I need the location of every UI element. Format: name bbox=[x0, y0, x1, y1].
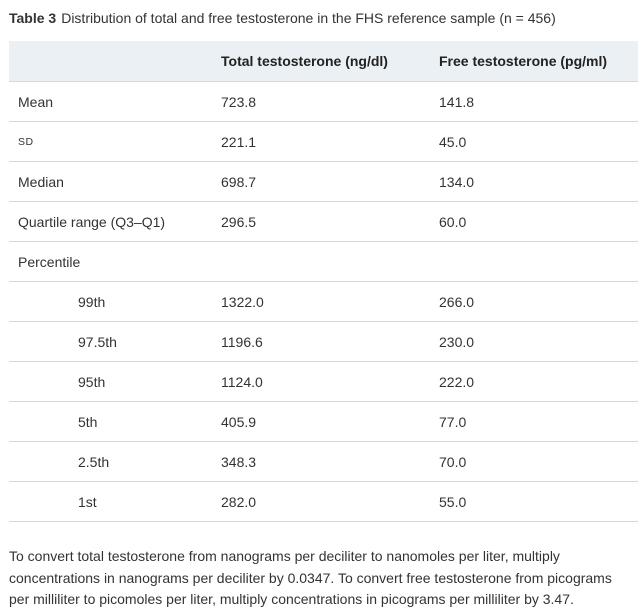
total-value: 282.0 bbox=[211, 481, 439, 522]
free-value: 77.0 bbox=[439, 401, 638, 442]
table-row: 97.5th 1196.6 230.0 bbox=[9, 321, 638, 362]
total-value: 1196.6 bbox=[211, 321, 439, 362]
free-value: 230.0 bbox=[439, 321, 638, 362]
free-value: 60.0 bbox=[439, 201, 638, 242]
row-label: 5th bbox=[9, 401, 211, 442]
total-value: 221.1 bbox=[211, 121, 439, 162]
table-row: Mean 723.8 141.8 bbox=[9, 81, 638, 122]
free-value: 55.0 bbox=[439, 481, 638, 522]
free-value: 45.0 bbox=[439, 121, 638, 162]
free-value: 70.0 bbox=[439, 441, 638, 482]
table-row: 95th 1124.0 222.0 bbox=[9, 361, 638, 402]
free-value: 222.0 bbox=[439, 361, 638, 402]
total-value: 348.3 bbox=[211, 441, 439, 482]
row-label: Median bbox=[9, 161, 211, 202]
row-label: 95th bbox=[9, 361, 211, 402]
row-label: 97.5th bbox=[9, 321, 211, 362]
total-value: 698.7 bbox=[211, 161, 439, 202]
table-row: Median 698.7 134.0 bbox=[9, 161, 638, 202]
table-row: 99th 1322.0 266.0 bbox=[9, 281, 638, 322]
table-row: 1st 282.0 55.0 bbox=[9, 481, 638, 522]
row-label: Mean bbox=[9, 81, 211, 122]
total-value bbox=[211, 241, 439, 282]
table-footnote: To convert total testosterone from nanog… bbox=[9, 548, 612, 607]
row-label: Percentile bbox=[9, 241, 211, 282]
table-row: Quartile range (Q3–Q1) 296.5 60.0 bbox=[9, 201, 638, 242]
table-header-row: Total testosterone (ng/dl) Free testoste… bbox=[9, 41, 638, 82]
table-row: 2.5th 348.3 70.0 bbox=[9, 441, 638, 482]
header-total-testosterone: Total testosterone (ng/dl) bbox=[211, 41, 439, 82]
header-free-testosterone: Free testosterone (pg/ml) bbox=[439, 41, 638, 82]
total-value: 1322.0 bbox=[211, 281, 439, 322]
header-row-label bbox=[9, 41, 211, 82]
free-value: 266.0 bbox=[439, 281, 638, 322]
table-title: Distribution of total and free testoster… bbox=[61, 10, 556, 26]
table-row: 5th 405.9 77.0 bbox=[9, 401, 638, 442]
free-value bbox=[439, 241, 638, 282]
total-value: 296.5 bbox=[211, 201, 439, 242]
testosterone-distribution-table: Total testosterone (ng/dl) Free testoste… bbox=[9, 41, 638, 522]
total-value: 723.8 bbox=[211, 81, 439, 122]
row-label: SD bbox=[9, 121, 211, 162]
total-value: 405.9 bbox=[211, 401, 439, 442]
row-label: Quartile range (Q3–Q1) bbox=[9, 201, 211, 242]
table-row: Percentile bbox=[9, 241, 638, 282]
total-value: 1124.0 bbox=[211, 361, 439, 402]
row-label: 2.5th bbox=[9, 441, 211, 482]
table-row: SD 221.1 45.0 bbox=[9, 121, 638, 162]
free-value: 141.8 bbox=[439, 81, 638, 122]
row-label: 1st bbox=[9, 481, 211, 522]
row-label: 99th bbox=[9, 281, 211, 322]
table-number: Table 3 bbox=[9, 10, 57, 26]
table-caption: Table 3 Distribution of total and free te… bbox=[9, 8, 556, 28]
free-value: 134.0 bbox=[439, 161, 638, 202]
